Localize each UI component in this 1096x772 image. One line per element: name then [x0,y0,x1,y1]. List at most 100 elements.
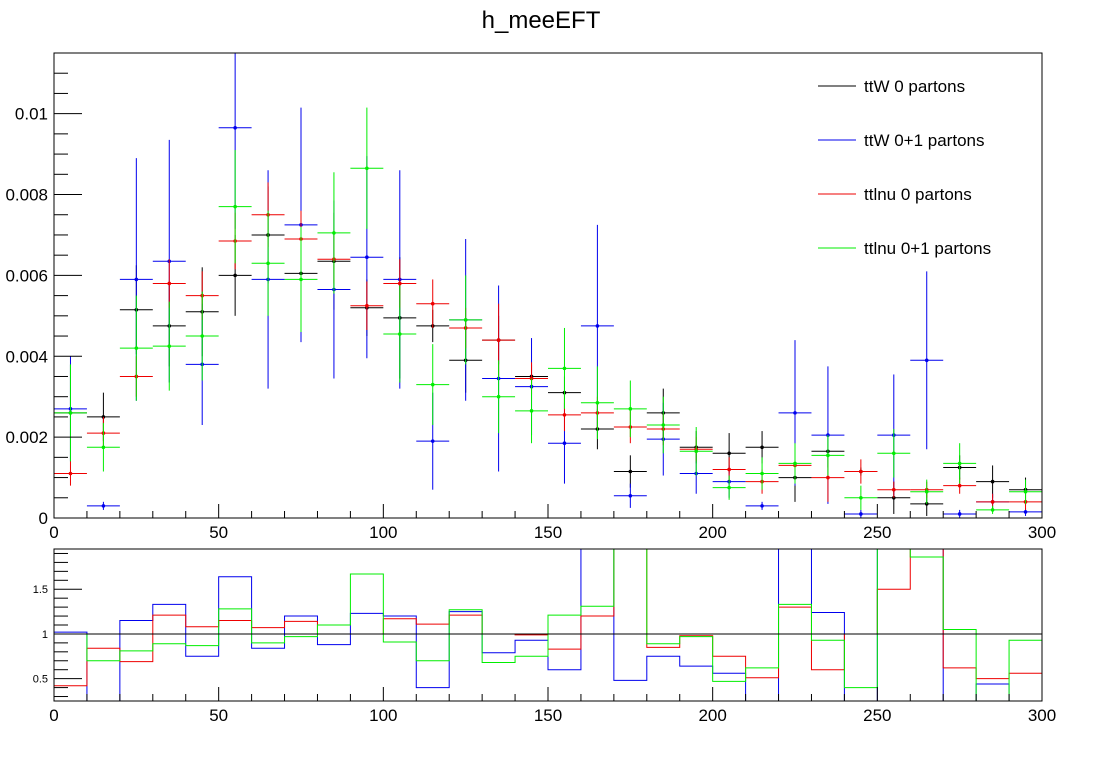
x-tick-label: 300 [1028,523,1056,542]
data-point-marker [760,471,764,476]
data-point-marker [562,413,567,417]
main-histogram-panel: 0 50 100 150 200 250 300 0 0.002 0.004 0.006 0.008 0… [5,52,1056,542]
main-axes: 0 50 100 150 200 250 300 0 0.002 0.004 0.006 0.008 0… [5,52,1056,542]
data-point-marker [859,495,863,500]
data-point-marker [496,338,501,342]
legend-label: ttW 0 partons [864,77,965,96]
data-point-marker [101,504,106,508]
data-point-marker [266,261,270,266]
ratio-y-tick-label: 1 [42,629,48,641]
data-point-marker [595,324,600,328]
ratio-x-tick-label: 150 [534,706,562,725]
ratio-x-tick-label: 100 [369,706,397,725]
data-point-marker [924,358,929,363]
data-point-marker [859,512,863,516]
data-point-marker [562,366,567,371]
ratio-x-tick-label: 50 [209,706,228,725]
data-point-marker [430,301,435,306]
y-tick-label: 0.002 [5,428,48,447]
data-point-marker [332,231,336,235]
data-point-marker [1023,510,1028,514]
data-point-marker [496,394,501,399]
y-tick-label: 0.006 [5,266,48,285]
data-point-marker [727,451,731,456]
chart-title: h_meeEFT [482,7,601,34]
data-point-marker [233,204,237,209]
x-tick-label: 50 [209,523,228,542]
ratio-y-tick-label: 0.5 [33,674,48,686]
x-tick-label: 0 [49,523,58,542]
data-point-marker [68,471,73,476]
legend-label: ttlnu 0+1 partons [864,239,991,258]
data-point-marker [694,449,698,454]
data-point-marker [430,439,435,443]
legend-label: ttW 0+1 partons [864,131,984,150]
data-point-marker [628,407,633,411]
data-point-marker [760,445,764,450]
ratio-panel: 0 50 100 150 200 250 300 0.5 1 1.5 [33,548,1056,725]
data-point-marker [892,451,896,456]
data-point-marker [661,423,666,427]
data-point-marker [562,441,567,445]
ratio-x-tick-label: 250 [863,706,891,725]
data-point-marker [398,281,402,286]
x-tick-label: 150 [534,523,562,542]
ratio-x-tick-label: 0 [49,706,58,725]
data-point-marker [990,479,995,484]
data-point-marker [398,332,402,336]
ratio-series-layer [54,549,1042,701]
data-point-marker [892,495,896,500]
series-ttlnu-0-1-partons [54,107,1042,514]
data-point-marker [826,475,830,480]
legend: ttW 0 partons ttW 0+1 partons ttlnu 0 part… [818,77,991,258]
data-point-marker [200,334,204,338]
ratio-x-tick-label: 200 [698,706,726,725]
x-tick-label: 100 [369,523,397,542]
x-tick-label: 200 [698,523,726,542]
data-point-marker [1023,489,1028,494]
data-point-marker [430,382,435,387]
data-point-marker [529,409,534,413]
data-point-marker [826,453,830,458]
data-point-marker [957,483,962,488]
x-tick-label: 250 [863,523,891,542]
data-point-marker [299,277,303,282]
legend-label: ttlnu 0 partons [864,185,972,204]
ratio-y-tick-label: 1.5 [33,584,48,596]
data-point-marker [990,500,995,504]
data-point-marker [990,508,995,512]
data-point-marker [463,318,468,322]
data-point-marker [595,400,600,405]
data-point-marker [957,461,962,466]
ratio-step-series-3 [54,549,1042,701]
data-point-marker [924,489,929,494]
ratio-x-tick-label: 300 [1028,706,1056,725]
main-series-layer [54,53,1042,518]
data-point-marker [793,461,797,466]
data-point-marker [365,166,369,171]
data-point-marker [233,126,237,130]
data-point-marker [727,467,731,472]
y-tick-label: 0.01 [15,105,48,124]
data-point-marker [628,469,633,474]
data-point-marker [68,411,73,415]
data-point-marker [859,469,863,474]
ratio-axes: 0 50 100 150 200 250 300 0.5 1 1.5 [33,552,1056,725]
data-point-marker [365,303,369,308]
data-point-marker [101,445,106,450]
data-point-marker [167,344,172,348]
data-point-marker [760,504,764,508]
data-point-marker [727,485,731,490]
data-point-marker [793,411,797,415]
data-point-marker [628,493,633,498]
data-point-marker [134,346,139,350]
data-point-marker [365,255,369,259]
data-point-marker [233,273,237,278]
y-tick-label: 0.004 [5,347,48,366]
data-point-marker [957,512,962,516]
data-point-marker [892,487,896,492]
y-tick-label: 0 [39,509,48,528]
y-tick-label: 0.008 [5,186,48,205]
data-point-marker [167,281,172,286]
